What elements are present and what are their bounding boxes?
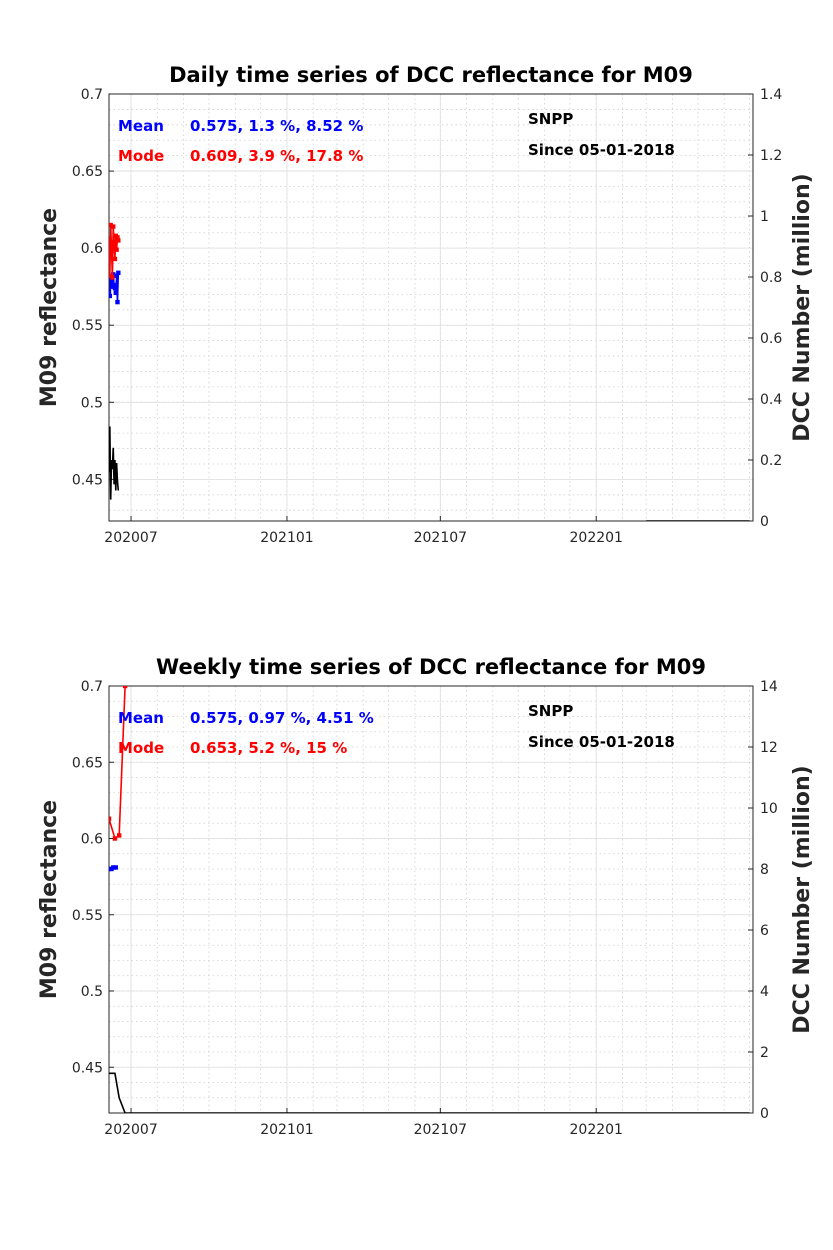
mean-point — [116, 270, 121, 276]
right-tick-label: 2 — [760, 1045, 769, 1061]
left-tick-label: 0.5 — [81, 395, 103, 411]
left-axis-label: M09 reflectance — [37, 208, 62, 407]
since-date-label: Since 05-01-2018 — [528, 733, 675, 751]
series-group — [109, 686, 750, 1113]
x-tick-label: 202201 — [570, 530, 623, 546]
series-group — [109, 222, 750, 521]
mode-label: Mode — [118, 739, 164, 757]
x-tick-label: 202101 — [260, 1122, 313, 1138]
mean-stats: 0.575, 0.97 %, 4.51 % — [190, 709, 374, 727]
x-tick-label: 202007 — [104, 530, 157, 546]
x-tick-label: 202107 — [414, 1122, 467, 1138]
mode-point — [109, 236, 112, 242]
mode-point — [109, 816, 112, 821]
grid — [109, 685, 753, 1114]
left-tick-label: 0.7 — [81, 679, 103, 695]
mode-stats: 0.653, 5.2 %, 15 % — [190, 739, 347, 757]
mean-label: Mean — [118, 117, 164, 135]
right-tick-label: 0 — [760, 1106, 769, 1122]
mode-point — [109, 249, 114, 254]
left-tick-label: 0.45 — [72, 472, 103, 488]
right-tick-label: 12 — [760, 740, 778, 756]
right-axis-label: DCC Number (million) — [790, 765, 815, 1033]
mean-point — [109, 289, 112, 294]
mean-point — [112, 286, 118, 291]
left-tick-label: 0.55 — [72, 908, 103, 924]
mean-point — [115, 299, 120, 305]
mode-point — [111, 239, 117, 245]
x-tick-label: 202007 — [104, 1122, 157, 1138]
right-tick-label: 0.6 — [760, 331, 782, 347]
right-tick-label: 1.2 — [760, 148, 782, 164]
satellite-label: SNPP — [528, 110, 573, 128]
left-tick-label: 0.5 — [81, 984, 103, 1000]
x-tick-label: 202101 — [260, 530, 313, 546]
left-tick-label: 0.55 — [72, 318, 103, 334]
satellite-label: SNPP — [528, 702, 573, 720]
left-tick-label: 0.7 — [81, 87, 103, 103]
mode-point — [110, 275, 115, 280]
mode-label: Mode — [118, 147, 164, 165]
left-tick-label: 0.45 — [72, 1060, 103, 1076]
x-tick-label: 202201 — [570, 1122, 623, 1138]
mode-point — [111, 224, 116, 229]
mode-point — [112, 256, 118, 262]
right-tick-label: 4 — [760, 984, 769, 1000]
mean-point — [109, 293, 113, 299]
mode-point — [116, 238, 121, 243]
since-date-label: Since 05-01-2018 — [528, 141, 675, 159]
mean-stats: 0.575, 1.3 %, 8.52 % — [190, 117, 363, 135]
mean-point — [114, 273, 119, 279]
mode-point — [112, 836, 118, 841]
left-tick-label: 0.6 — [81, 832, 103, 848]
right-tick-label: 14 — [760, 679, 778, 695]
chart-2: 0.45 0.5 0.55 0.6 0.65 0.7 0 2 4 6 8 10 12 14 202007 20… — [37, 655, 815, 1138]
left-tick-label: 0.6 — [81, 241, 103, 257]
mode-point — [114, 247, 119, 252]
plot-frame — [108, 93, 754, 522]
right-tick-label: 0 — [760, 514, 769, 530]
x-tick-label: 202107 — [414, 530, 467, 546]
dcc-number-line — [109, 426, 120, 500]
right-tick-label: 6 — [760, 923, 769, 939]
right-tick-label: 8 — [760, 862, 769, 878]
mode-point — [109, 222, 113, 228]
right-tick-label: 0.8 — [760, 270, 782, 286]
chart-title: Daily time series of DCC reflectance for… — [169, 63, 693, 87]
mode-point — [122, 686, 128, 689]
right-axis-label: DCC Number (million) — [790, 173, 815, 441]
dcc-number-line — [109, 1072, 750, 1113]
right-tick-label: 0.4 — [760, 392, 782, 408]
left-tick-label: 0.65 — [72, 164, 103, 180]
mean-point — [109, 279, 114, 285]
mean-point — [111, 282, 117, 288]
right-tick-label: 10 — [760, 801, 778, 817]
right-tick-label: 1 — [760, 209, 769, 225]
mode-stats: 0.609, 3.9 %, 17.8 % — [190, 147, 363, 165]
right-tick-label: 1.4 — [760, 87, 782, 103]
left-tick-label: 0.65 — [72, 755, 103, 771]
mode-point — [115, 235, 120, 240]
chart-title: Weekly time series of DCC reflectance fo… — [156, 655, 706, 679]
mean-point — [111, 865, 116, 870]
right-tick-label: 0.2 — [760, 453, 782, 469]
mean-point — [113, 865, 118, 870]
mean-label: Mean — [118, 709, 164, 727]
chart-1: 0.45 0.5 0.55 0.6 0.65 0.7 0 0.2 0.4 0.6 0.8 1 1.2 1.… — [37, 63, 815, 546]
mean-point — [113, 290, 118, 296]
left-axis-label: M09 reflectance — [37, 800, 62, 999]
mode-point — [116, 833, 122, 838]
